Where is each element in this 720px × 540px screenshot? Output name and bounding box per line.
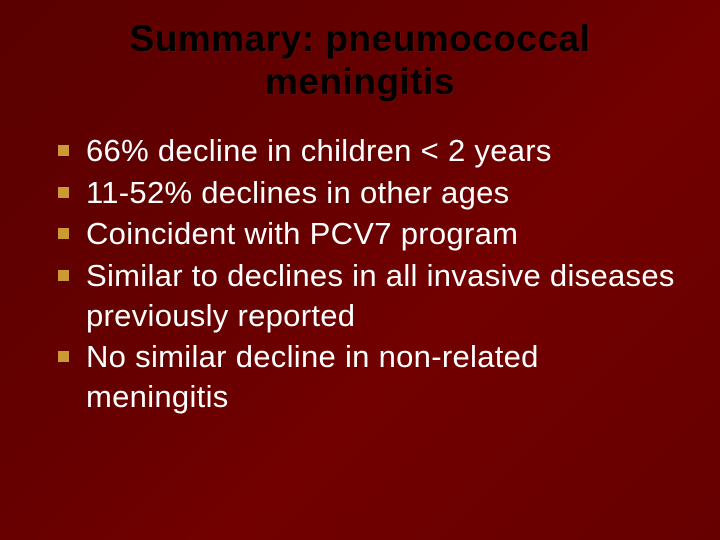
list-item-text: Similar to declines in all invasive dise… (86, 258, 675, 333)
bullet-icon (58, 228, 69, 239)
list-item: Coincident with PCV7 program (58, 214, 690, 254)
list-item: Similar to declines in all invasive dise… (58, 256, 690, 335)
slide: Summary: pneumococcal meningitis 66% dec… (0, 0, 720, 540)
bullet-list: 66% decline in children < 2 years 11-52%… (30, 131, 690, 417)
bullet-icon (58, 351, 69, 362)
list-item-text: 11-52% declines in other ages (86, 175, 509, 210)
list-item-text: Coincident with PCV7 program (86, 216, 518, 251)
list-item: 66% decline in children < 2 years (58, 131, 690, 171)
bullet-icon (58, 270, 69, 281)
list-item: 11-52% declines in other ages (58, 173, 690, 213)
slide-title: Summary: pneumococcal meningitis (30, 18, 690, 103)
bullet-icon (58, 187, 69, 198)
bullet-icon (58, 145, 69, 156)
list-item-text: 66% decline in children < 2 years (86, 133, 552, 168)
list-item: No similar decline in non-related mening… (58, 337, 690, 416)
list-item-text: No similar decline in non-related mening… (86, 339, 539, 414)
